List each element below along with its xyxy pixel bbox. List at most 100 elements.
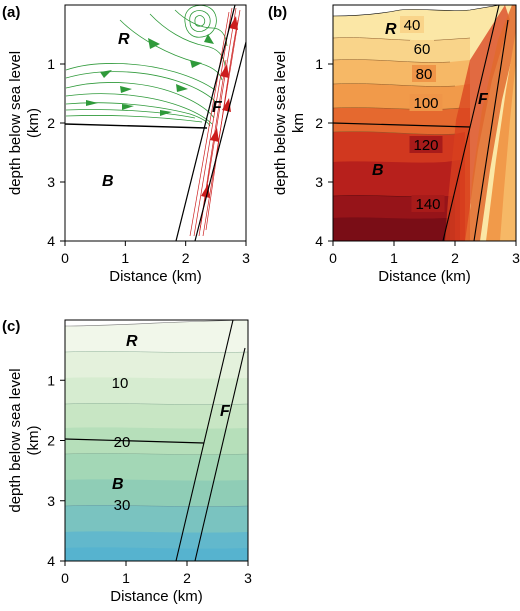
zone-label-r: R xyxy=(118,31,130,48)
y-tick-label: 2 xyxy=(47,115,55,131)
contour-line xyxy=(333,107,461,110)
x-tick-label: 3 xyxy=(244,570,252,586)
streamline-eddy xyxy=(194,15,206,27)
contour-label-bg xyxy=(409,136,443,153)
fault-flow-arrow xyxy=(201,184,210,198)
contour-label: 120 xyxy=(413,137,438,154)
y-axis-label: depth below sea level xyxy=(7,368,24,512)
contour-label: 100 xyxy=(413,95,438,112)
x-tick-label: 1 xyxy=(121,250,129,266)
flow-arrow xyxy=(148,38,160,49)
x-axis-label: Distance (km) xyxy=(109,268,202,285)
fault-flowline xyxy=(205,19,239,231)
x-axis-label: Distance (km) xyxy=(378,268,471,285)
panel-b-temperature-field xyxy=(333,5,516,241)
fault-flow-arrow xyxy=(210,128,219,142)
y-axis-label: km xyxy=(290,113,307,133)
zone-label-b: B xyxy=(112,476,124,493)
streamline xyxy=(65,115,203,123)
streamline xyxy=(65,109,196,119)
y-tick-label: 1 xyxy=(47,56,55,72)
y-axis-label: (km) xyxy=(25,426,42,456)
panel-label-c: (c) xyxy=(2,318,20,335)
streamline xyxy=(65,71,217,103)
flow-arrow xyxy=(122,104,134,110)
flow-arrow xyxy=(176,84,188,92)
zone-label-f: F xyxy=(478,91,489,108)
fault-flowline xyxy=(198,7,237,237)
streamline-eddy xyxy=(189,10,211,32)
contour-label: 20 xyxy=(114,434,131,451)
contour-label: 40 xyxy=(404,17,421,34)
contour-line xyxy=(65,403,248,405)
zone-label-f: F xyxy=(212,99,223,116)
panel-b: R F B 40 60 80 100 120 140 0 1 2 3 1 2 3 4 Distance (… xyxy=(272,4,520,285)
contour-line xyxy=(333,59,451,63)
flow-arrow xyxy=(190,60,202,68)
x-tick-label: 0 xyxy=(329,250,337,266)
flow-arrow xyxy=(100,70,112,78)
zone-label-b: B xyxy=(372,162,384,179)
fault-left-boundary xyxy=(175,319,234,562)
x-tick-label: 0 xyxy=(61,250,69,266)
contour-line xyxy=(65,505,248,507)
panel-c-contour-labels: 10 20 30 xyxy=(112,375,131,514)
contour-label: 30 xyxy=(114,497,131,514)
panel-label-a: (a) xyxy=(2,4,20,21)
fault-right-boundary xyxy=(473,19,509,242)
contour-line xyxy=(65,351,248,353)
flow-arrow xyxy=(120,86,132,93)
contour-label-bg xyxy=(412,65,436,82)
streamline xyxy=(65,93,213,125)
y-tick-label: 1 xyxy=(315,56,323,72)
panel-b-axes: 0 1 2 3 1 2 3 4 Distance (km) depth below sea lev… xyxy=(272,51,520,285)
x-axis-label: Distance (km) xyxy=(110,588,203,605)
y-tick-label: 2 xyxy=(315,115,323,131)
fault-left-boundary xyxy=(175,4,236,242)
y-axis-label: depth below sea level xyxy=(7,51,24,195)
contour-label-bg xyxy=(411,195,445,212)
zone-label-f: F xyxy=(220,403,231,420)
reservoir-basement-boundary xyxy=(64,123,208,129)
contour-line xyxy=(65,453,248,455)
contour-label: 140 xyxy=(415,196,440,213)
y-axis-label: depth below sea level xyxy=(272,51,289,195)
top-surface-fill xyxy=(333,5,500,16)
y-tick-label: 4 xyxy=(47,233,55,249)
contour-label: 10 xyxy=(112,375,129,392)
conc-band xyxy=(65,547,248,561)
y-tick-label: 3 xyxy=(47,493,55,509)
contour-line xyxy=(333,37,471,41)
streamline xyxy=(65,82,215,119)
contour-label-bg xyxy=(410,40,434,57)
reservoir-basement-boundary xyxy=(64,438,205,444)
contour-line xyxy=(333,131,456,135)
zone-label-r: R xyxy=(385,21,397,38)
fault-left-boundary xyxy=(442,4,500,242)
top-surface xyxy=(65,320,248,327)
x-tick-label: 2 xyxy=(182,250,190,266)
panel-a-axes: 0 1 2 3 1 2 3 4 Distance (km) depth below sea lev… xyxy=(7,51,250,285)
flow-arrow xyxy=(160,110,172,116)
panel-c-concentration-field xyxy=(65,320,248,561)
y-tick-label: 3 xyxy=(315,174,323,190)
reservoir-basement-boundary xyxy=(332,122,471,128)
panel-b-contour-labels: 40 60 80 100 120 140 xyxy=(400,16,445,213)
zone-label-b: B xyxy=(102,173,114,190)
panel-a: R F B 0 1 2 3 1 2 3 4 Distance (km) depth below s… xyxy=(7,4,250,285)
contour-label-bg xyxy=(400,16,424,33)
top-surface xyxy=(333,5,501,17)
flow-arrow xyxy=(204,34,214,44)
fault-flow-arrow xyxy=(220,64,229,78)
contour-line xyxy=(333,83,456,87)
fault-right-boundary xyxy=(194,41,247,242)
flow-arrow xyxy=(86,100,98,106)
y-tick-label: 3 xyxy=(47,174,55,190)
x-tick-label: 0 xyxy=(61,570,69,586)
y-tick-label: 1 xyxy=(47,372,55,388)
contour-label-bg xyxy=(409,94,443,111)
panel-label-b: (b) xyxy=(268,4,287,21)
x-tick-label: 3 xyxy=(242,250,250,266)
zone-label-r: R xyxy=(126,333,138,350)
